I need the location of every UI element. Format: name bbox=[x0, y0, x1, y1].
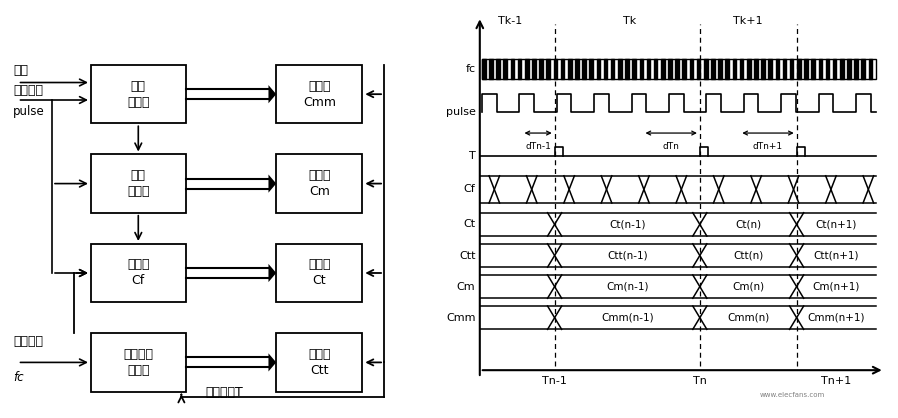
Text: Tn-1: Tn-1 bbox=[542, 376, 567, 386]
Text: Cmm(n+1): Cmm(n+1) bbox=[807, 313, 865, 323]
Text: pulse: pulse bbox=[13, 105, 45, 118]
Text: 锁存器
Cmm: 锁存器 Cmm bbox=[303, 80, 336, 109]
Text: dTn: dTn bbox=[663, 142, 680, 150]
Text: www.elecfans.com: www.elecfans.com bbox=[760, 393, 825, 398]
FancyBboxPatch shape bbox=[277, 65, 363, 123]
Text: 位置
计数器: 位置 计数器 bbox=[127, 80, 150, 109]
Polygon shape bbox=[269, 174, 277, 193]
Polygon shape bbox=[269, 264, 277, 282]
Text: Tn: Tn bbox=[693, 376, 707, 386]
Text: dTn-1: dTn-1 bbox=[525, 142, 551, 150]
Text: T: T bbox=[469, 151, 475, 161]
Text: Tk-1: Tk-1 bbox=[498, 16, 523, 26]
Text: 锁存器
Ct: 锁存器 Ct bbox=[308, 258, 330, 288]
Text: 转向: 转向 bbox=[13, 64, 29, 77]
FancyBboxPatch shape bbox=[277, 333, 363, 392]
Text: Ctt: Ctt bbox=[459, 250, 475, 260]
Text: 速度
计数器: 速度 计数器 bbox=[127, 169, 150, 198]
FancyBboxPatch shape bbox=[277, 154, 363, 213]
FancyBboxPatch shape bbox=[91, 244, 186, 302]
Text: 高频脉冲: 高频脉冲 bbox=[13, 334, 43, 347]
Text: Tk: Tk bbox=[623, 16, 636, 26]
FancyBboxPatch shape bbox=[277, 244, 363, 302]
Text: Cm(n+1): Cm(n+1) bbox=[813, 282, 860, 292]
Text: fc: fc bbox=[465, 64, 475, 74]
Polygon shape bbox=[269, 353, 277, 372]
Text: Tk+1: Tk+1 bbox=[734, 16, 763, 26]
Text: Cmm(n-1): Cmm(n-1) bbox=[601, 313, 654, 323]
Text: Cm(n): Cm(n) bbox=[732, 282, 764, 292]
Text: pulse: pulse bbox=[445, 107, 475, 117]
Text: Tn+1: Tn+1 bbox=[821, 376, 851, 386]
Text: 高频脉冲
计数器: 高频脉冲 计数器 bbox=[123, 348, 154, 377]
Bar bbox=[482, 59, 876, 79]
Text: Ct(n-1): Ct(n-1) bbox=[609, 219, 646, 229]
FancyBboxPatch shape bbox=[91, 154, 186, 213]
Text: Ct(n): Ct(n) bbox=[735, 219, 762, 229]
Text: 采样脉冲T: 采样脉冲T bbox=[206, 386, 243, 399]
Text: Cmm: Cmm bbox=[446, 313, 475, 323]
Text: fc: fc bbox=[13, 372, 24, 385]
Text: Cm: Cm bbox=[457, 282, 475, 292]
FancyBboxPatch shape bbox=[91, 333, 186, 392]
FancyBboxPatch shape bbox=[91, 65, 186, 123]
Text: Ct: Ct bbox=[463, 219, 475, 229]
Polygon shape bbox=[269, 85, 277, 103]
Text: Ctt(n-1): Ctt(n-1) bbox=[607, 250, 647, 260]
Text: 锁存器
Cf: 锁存器 Cf bbox=[127, 258, 150, 288]
Text: Ctt(n): Ctt(n) bbox=[733, 250, 763, 260]
Text: dTn+1: dTn+1 bbox=[753, 142, 783, 150]
Text: 锁存器
Ctt: 锁存器 Ctt bbox=[308, 348, 330, 377]
Text: Ctt(n+1): Ctt(n+1) bbox=[814, 250, 859, 260]
Text: Cm(n-1): Cm(n-1) bbox=[606, 282, 648, 292]
Text: 锁存器
Cm: 锁存器 Cm bbox=[308, 169, 330, 198]
Text: 反馈脉冲: 反馈脉冲 bbox=[13, 84, 43, 97]
Text: Cmm(n): Cmm(n) bbox=[727, 313, 770, 323]
Text: Cf: Cf bbox=[463, 184, 475, 194]
Text: Ct(n+1): Ct(n+1) bbox=[815, 219, 857, 229]
